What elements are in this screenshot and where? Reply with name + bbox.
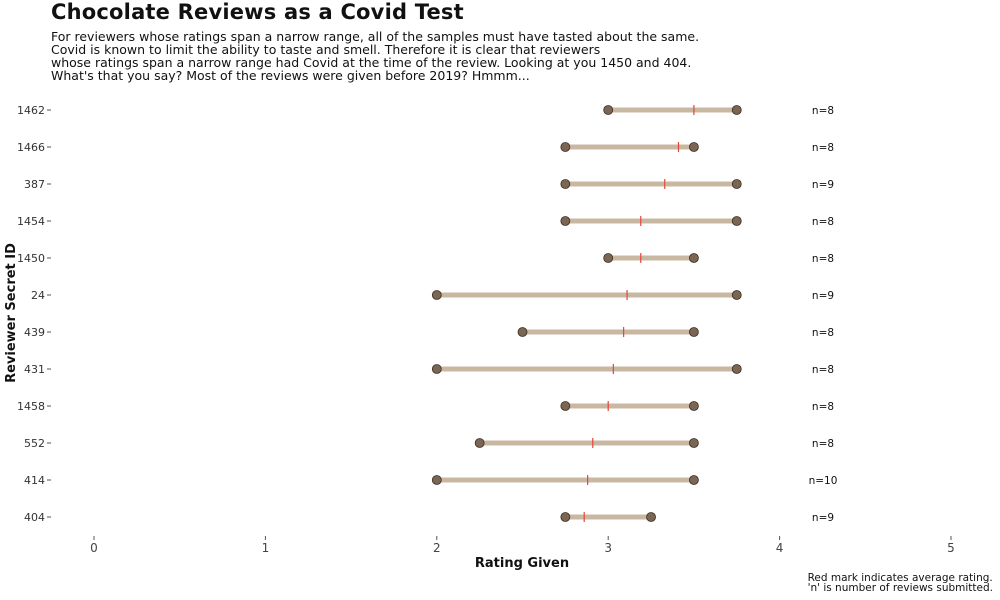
max-point xyxy=(646,512,656,522)
y-tick-label: 552 xyxy=(24,437,45,450)
reviewer-row: 404 n=9 xyxy=(24,511,834,524)
n-count-label: n=8 xyxy=(812,216,834,228)
n-count-label: n=9 xyxy=(812,179,834,191)
n-count-label: n=8 xyxy=(812,253,834,265)
min-point xyxy=(603,105,614,115)
y-tick-label: 1458 xyxy=(17,400,45,413)
y-axis-title: Reviewer Secret ID xyxy=(4,243,19,383)
x-tick-label: 2 xyxy=(433,541,441,555)
reviewer-row: 24 n=9 xyxy=(31,289,834,302)
y-tick-label: 1462 xyxy=(17,104,45,117)
n-count-label: n=8 xyxy=(812,401,834,413)
n-count-label: n=8 xyxy=(812,438,834,450)
min-point xyxy=(560,216,571,226)
subtitle-line: What's that you say? Most of the reviews… xyxy=(51,68,530,83)
max-point xyxy=(689,475,699,485)
reviewer-row: 387 n=9 xyxy=(24,178,834,191)
reviewer-row: 552 n=8 xyxy=(24,437,834,450)
x-tick-label: 3 xyxy=(604,541,612,555)
n-count-label: n=9 xyxy=(812,290,834,302)
x-tick-label: 0 xyxy=(90,541,98,555)
n-count-label: n=10 xyxy=(809,475,838,487)
reviewer-row: 1466 n=8 xyxy=(17,141,834,154)
x-tick-label: 1 xyxy=(262,541,270,555)
max-point xyxy=(689,401,699,411)
min-point xyxy=(474,438,485,448)
min-point xyxy=(431,290,442,300)
reviewer-row: 1454 n=8 xyxy=(17,215,834,228)
n-count-label: n=8 xyxy=(812,327,834,339)
max-point xyxy=(731,179,742,189)
caption-line: 'n' is number of reviews submitted. xyxy=(807,582,993,594)
x-tick-label: 5 xyxy=(947,541,955,555)
n-count-label: n=8 xyxy=(812,364,834,376)
min-point xyxy=(603,253,614,263)
chart-caption: Red mark indicates average rating. 'n' i… xyxy=(807,572,993,594)
reviewer-row: 431 n=8 xyxy=(24,363,834,376)
chart-subtitle: For reviewers whose ratings span a narro… xyxy=(51,30,699,82)
min-point xyxy=(431,475,442,485)
min-point xyxy=(517,327,528,337)
subtitle-line: whose ratings span a narrow range had Co… xyxy=(51,55,692,70)
y-tick-label: 1466 xyxy=(17,141,45,154)
y-tick-label: 1454 xyxy=(17,215,45,228)
min-point xyxy=(560,179,571,189)
n-count-label: n=8 xyxy=(812,142,834,154)
reviewer-row: 1458 n=8 xyxy=(17,400,834,413)
min-point xyxy=(560,512,571,522)
y-tick-label: 387 xyxy=(24,178,45,191)
reviewer-row: 1462 n=8 xyxy=(17,104,834,117)
subtitle-line: Covid is known to limit the ability to t… xyxy=(51,42,601,57)
y-tick-label: 439 xyxy=(24,326,45,339)
max-point xyxy=(689,142,699,152)
max-point xyxy=(731,364,742,374)
max-point xyxy=(689,253,699,263)
n-count-label: n=9 xyxy=(812,512,834,524)
y-tick-label: 431 xyxy=(24,363,45,376)
x-axis: 0 1 2 3 4 5 xyxy=(90,536,955,555)
y-tick-label: 1450 xyxy=(17,252,45,265)
reviewer-row: 1450 n=8 xyxy=(17,252,834,265)
max-point xyxy=(689,438,699,448)
caption-line: Red mark indicates average rating. xyxy=(807,572,993,584)
x-tick-label: 4 xyxy=(776,541,784,555)
max-point xyxy=(731,105,742,115)
y-tick-label: 24 xyxy=(31,289,45,302)
reviewer-row: 414 n=10 xyxy=(24,474,837,487)
max-point xyxy=(731,216,742,226)
y-tick-label: 404 xyxy=(24,511,45,524)
chart-title: Chocolate Reviews as a Covid Test xyxy=(51,0,464,24)
min-point xyxy=(431,364,442,374)
x-axis-title: Rating Given xyxy=(475,556,569,571)
n-count-label: n=8 xyxy=(812,105,834,117)
reviewer-row: 439 n=8 xyxy=(24,326,834,339)
max-point xyxy=(731,290,742,300)
subtitle-line: For reviewers whose ratings span a narro… xyxy=(51,29,700,44)
max-point xyxy=(689,327,699,337)
y-tick-label: 414 xyxy=(24,474,45,487)
min-point xyxy=(560,401,571,411)
min-point xyxy=(560,142,571,152)
